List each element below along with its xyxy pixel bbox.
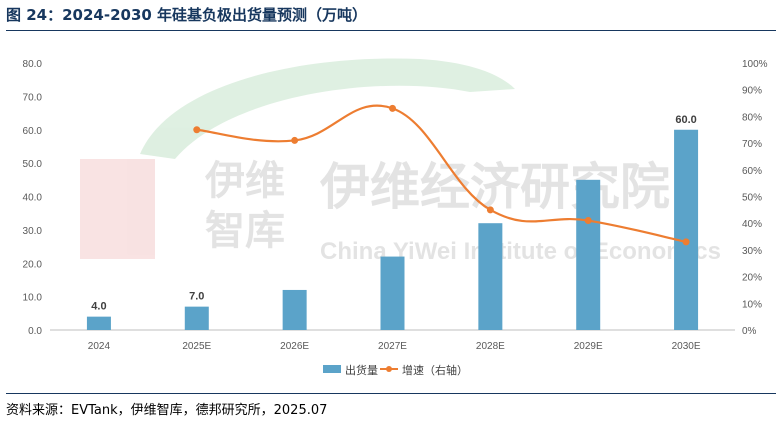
left-tick-label: 0.0	[28, 326, 42, 337]
figure-title: 图 24：2024-2030 年硅基负极出货量预测（万吨）	[6, 6, 368, 24]
left-tick-label: 10.0	[23, 293, 43, 304]
bar	[478, 223, 503, 330]
bar-data-label: 7.0	[189, 291, 204, 303]
line-series	[193, 104, 690, 246]
growth-point	[486, 206, 494, 214]
chart-canvas: 伊维 智库 伊维经济研究院 China YiWei Institute of E…	[23, 58, 768, 377]
watermark: 伊维 智库 伊维经济研究院 China YiWei Institute of E…	[80, 58, 721, 265]
right-tick-label: 30%	[742, 246, 762, 257]
left-axis: 0.0 10.0 20.0 30.0 40.0 50.0 60.0 70.0 80.0	[23, 59, 43, 337]
watermark-cn-small-2: 智库	[205, 209, 285, 253]
x-tick-label: 2027E	[378, 341, 407, 352]
data-labels: 4.0 7.0 60.0	[91, 114, 697, 313]
left-tick-label: 70.0	[23, 92, 43, 103]
bar	[380, 256, 405, 330]
right-tick-label: 100%	[742, 59, 768, 70]
right-tick-label: 60%	[742, 166, 762, 177]
watermark-logo-block	[80, 159, 155, 259]
bar	[86, 316, 111, 330]
bar-series	[86, 129, 699, 330]
right-tick-label: 50%	[742, 193, 762, 204]
left-tick-label: 50.0	[23, 159, 43, 170]
growth-point	[389, 104, 396, 112]
legend: 出货量 增速（右轴）	[323, 363, 468, 377]
x-tick-label: 2028E	[476, 341, 505, 352]
legend-line-marker	[386, 366, 392, 372]
watermark-cn-large: 伊维经济研究院	[319, 159, 670, 215]
title-divider	[6, 30, 776, 31]
left-tick-label: 60.0	[23, 126, 43, 137]
bar	[674, 129, 699, 330]
watermark-cn-small-1: 伊维	[204, 159, 285, 203]
right-axis: 0% 10% 20% 30% 40% 50% 60% 70% 80% 90% 100%	[742, 59, 768, 337]
bar	[282, 289, 307, 330]
watermark-swoosh	[140, 58, 515, 159]
x-axis-ticks: 2024 2025E 2026E 2027E 2028E 2029E 2030E	[88, 341, 701, 352]
right-tick-label: 90%	[742, 86, 762, 97]
growth-point	[584, 217, 592, 225]
bar-data-label: 4.0	[91, 301, 106, 313]
source-divider	[6, 393, 776, 394]
right-tick-label: 70%	[742, 139, 762, 150]
x-tick-label: 2029E	[574, 341, 603, 352]
growth-point	[193, 126, 201, 134]
growth-line	[196, 104, 687, 243]
left-tick-label: 30.0	[23, 226, 43, 237]
x-tick-label: 2030E	[672, 341, 701, 352]
growth-point	[682, 238, 690, 246]
bar-data-label: 60.0	[675, 114, 696, 126]
bar	[184, 306, 209, 330]
right-tick-label: 20%	[742, 273, 762, 284]
x-tick-label: 2026E	[280, 341, 309, 352]
right-tick-label: 40%	[742, 219, 762, 230]
left-tick-label: 20.0	[23, 259, 43, 270]
left-tick-label: 40.0	[23, 193, 43, 204]
legend-line-label: 增速（右轴）	[402, 363, 468, 377]
bar	[576, 179, 601, 330]
legend-bar-label: 出货量	[345, 363, 378, 377]
left-tick-label: 80.0	[23, 59, 43, 70]
source-note: 资料来源：EVTank，伊维智库，德邦研究所，2025.07	[6, 403, 328, 418]
watermark-en: China YiWei Institute of Economics	[320, 238, 721, 265]
x-tick-label: 2024	[88, 341, 111, 352]
right-tick-label: 0%	[742, 326, 757, 337]
legend-bar-swatch	[323, 365, 341, 373]
growth-point	[291, 136, 299, 144]
right-tick-label: 10%	[742, 299, 762, 310]
x-tick-label: 2025E	[182, 341, 211, 352]
right-tick-label: 80%	[742, 112, 762, 123]
